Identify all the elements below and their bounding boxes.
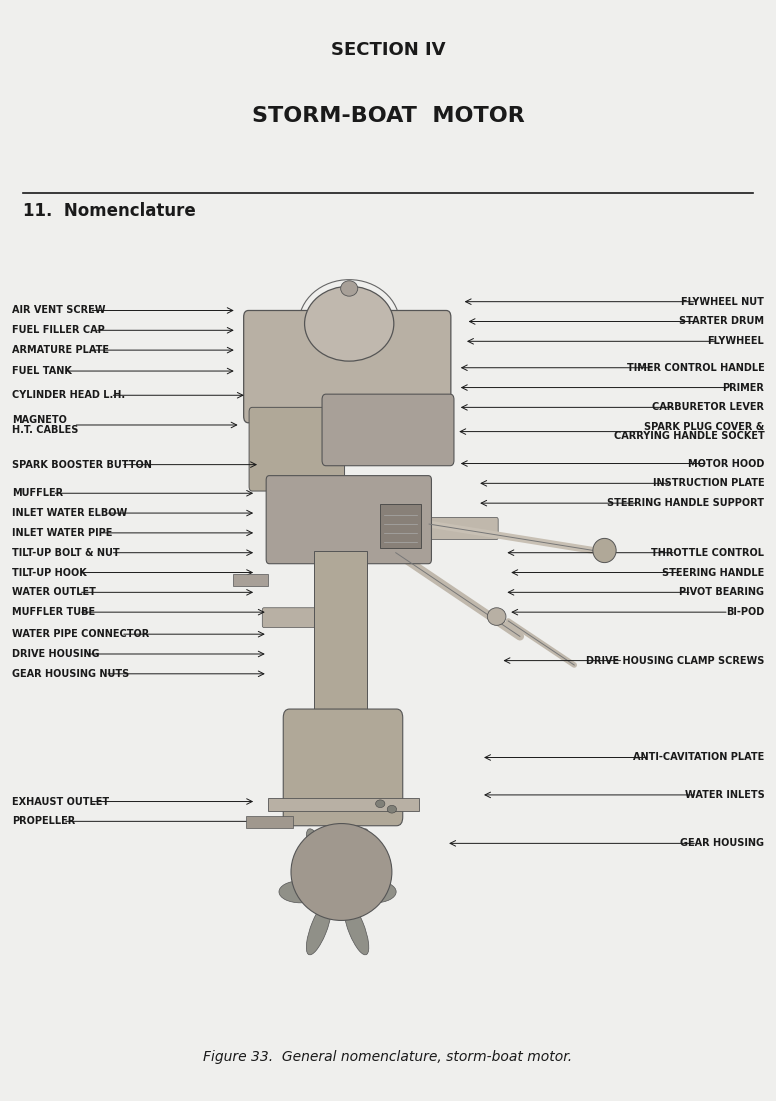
Text: 11.  Nomenclature: 11. Nomenclature — [23, 203, 196, 220]
Ellipse shape — [344, 829, 369, 882]
Ellipse shape — [341, 281, 358, 296]
Text: CYLINDER HEAD L.H.: CYLINDER HEAD L.H. — [12, 390, 125, 401]
Text: SPARK BOOSTER BUTTON: SPARK BOOSTER BUTTON — [12, 459, 151, 470]
Text: STEERING HANDLE SUPPORT: STEERING HANDLE SUPPORT — [608, 498, 764, 509]
Ellipse shape — [376, 799, 385, 808]
FancyBboxPatch shape — [266, 476, 431, 564]
Text: GEAR HOUSING NUTS: GEAR HOUSING NUTS — [12, 668, 129, 679]
Text: ARMATURE PLATE: ARMATURE PLATE — [12, 345, 109, 356]
Text: MAGNETO
H.T. CABLES: MAGNETO H.T. CABLES — [12, 415, 78, 435]
Text: DRIVE HOUSING CLAMP SCREWS: DRIVE HOUSING CLAMP SCREWS — [586, 655, 764, 666]
Text: THROTTLE CONTROL: THROTTLE CONTROL — [651, 547, 764, 558]
Text: WATER INLETS: WATER INLETS — [684, 789, 764, 800]
Text: INSTRUCTION PLATE: INSTRUCTION PLATE — [653, 478, 764, 489]
Text: PRIMER: PRIMER — [722, 382, 764, 393]
Text: SPARK PLUG COVER &
CARRYING HANDLE SOCKET: SPARK PLUG COVER & CARRYING HANDLE SOCKE… — [614, 422, 764, 442]
Ellipse shape — [354, 881, 396, 903]
Text: GEAR HOUSING: GEAR HOUSING — [681, 838, 764, 849]
Ellipse shape — [279, 881, 321, 903]
Ellipse shape — [291, 824, 392, 920]
Text: PIVOT BEARING: PIVOT BEARING — [679, 587, 764, 598]
Text: SECTION IV: SECTION IV — [331, 41, 445, 58]
Text: TIMER CONTROL HANDLE: TIMER CONTROL HANDLE — [626, 362, 764, 373]
Bar — [380, 504, 421, 548]
Ellipse shape — [487, 608, 506, 625]
Text: BI-POD: BI-POD — [726, 607, 764, 618]
Text: FLYWHEEL NUT: FLYWHEEL NUT — [681, 296, 764, 307]
FancyBboxPatch shape — [410, 517, 498, 539]
Text: EXHAUST OUTLET: EXHAUST OUTLET — [12, 796, 109, 807]
Text: ANTI-CAVITATION PLATE: ANTI-CAVITATION PLATE — [633, 752, 764, 763]
Text: FUEL TANK: FUEL TANK — [12, 366, 71, 377]
FancyBboxPatch shape — [262, 608, 318, 628]
Text: PROPELLER: PROPELLER — [12, 816, 75, 827]
Text: WATER OUTLET: WATER OUTLET — [12, 587, 95, 598]
Text: FLYWHEEL: FLYWHEEL — [708, 336, 764, 347]
Bar — [246, 816, 293, 828]
Ellipse shape — [307, 902, 331, 955]
Text: AIR VENT SCREW: AIR VENT SCREW — [12, 305, 105, 316]
Ellipse shape — [307, 829, 331, 882]
Text: STARTER DRUM: STARTER DRUM — [679, 316, 764, 327]
Text: DRIVE HOUSING: DRIVE HOUSING — [12, 648, 99, 659]
Ellipse shape — [304, 286, 393, 361]
Ellipse shape — [387, 806, 397, 813]
Text: INLET WATER PIPE: INLET WATER PIPE — [12, 527, 112, 538]
Text: STEERING HANDLE: STEERING HANDLE — [662, 567, 764, 578]
Bar — [268, 798, 419, 811]
FancyBboxPatch shape — [283, 709, 403, 826]
Ellipse shape — [344, 902, 369, 955]
Ellipse shape — [593, 538, 616, 563]
Text: CARBURETOR LEVER: CARBURETOR LEVER — [653, 402, 764, 413]
Text: STORM-BOAT  MOTOR: STORM-BOAT MOTOR — [251, 106, 525, 126]
Text: MUFFLER: MUFFLER — [12, 488, 63, 499]
Text: TILT-UP BOLT & NUT: TILT-UP BOLT & NUT — [12, 547, 120, 558]
Text: WATER PIPE CONNECTOR: WATER PIPE CONNECTOR — [12, 629, 149, 640]
Bar — [314, 550, 367, 724]
FancyBboxPatch shape — [244, 310, 451, 423]
FancyBboxPatch shape — [249, 407, 345, 491]
Text: MOTOR HOOD: MOTOR HOOD — [688, 458, 764, 469]
FancyBboxPatch shape — [322, 394, 454, 466]
Bar — [233, 574, 268, 586]
Text: MUFFLER TUBE: MUFFLER TUBE — [12, 607, 95, 618]
Text: FUEL FILLER CAP: FUEL FILLER CAP — [12, 325, 105, 336]
Text: Figure 33.  General nomenclature, storm-boat motor.: Figure 33. General nomenclature, storm-b… — [203, 1050, 573, 1064]
Text: INLET WATER ELBOW: INLET WATER ELBOW — [12, 508, 127, 519]
Text: TILT-UP HOOK: TILT-UP HOOK — [12, 567, 86, 578]
